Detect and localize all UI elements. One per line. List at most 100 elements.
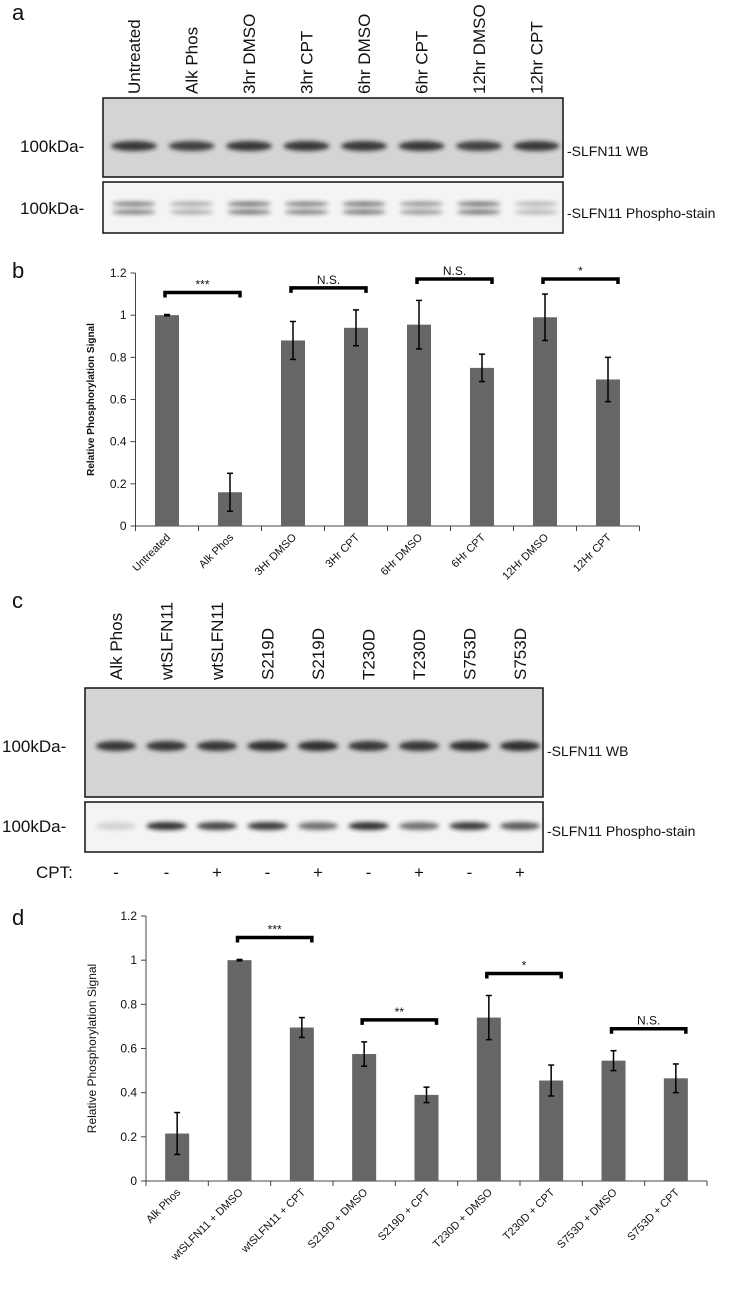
significance-label: N.S. [443, 264, 466, 278]
blot-label: -SLFN11 WB [567, 143, 648, 159]
lane-label: S753D [511, 628, 530, 680]
error-bar [479, 353, 485, 383]
error-bar [605, 356, 611, 403]
x-tick-label: 12Hr DMSO [500, 531, 551, 582]
x-tick-label: S219D + CPT [376, 1186, 433, 1243]
blot-band [297, 822, 339, 830]
lane-label: 12hr DMSO [470, 4, 489, 94]
x-tick-label: 3Hr DMSO [253, 531, 300, 578]
x-tick-label: S219D + DMSO [306, 1186, 371, 1251]
blot-band [297, 741, 339, 751]
y-tick-label: 0.2 [110, 477, 127, 491]
blot-band [111, 141, 157, 151]
blot-band [196, 741, 238, 751]
blot-band [399, 201, 444, 207]
blot-band [499, 741, 541, 751]
error-bar [236, 958, 243, 962]
significance-label: *** [268, 923, 282, 937]
blot-band [449, 822, 490, 830]
significance-label: * [522, 959, 527, 973]
lane-label: 6hr CPT [413, 31, 432, 94]
blot-label: -SLFN11 Phospho-stain [547, 823, 695, 839]
x-tick-label: Untreated [130, 532, 173, 575]
bar [663, 1078, 688, 1181]
treatment-sign: - [164, 863, 170, 882]
blot-band [247, 822, 288, 830]
bar [281, 340, 305, 526]
error-bar [353, 309, 359, 347]
blot-band [342, 209, 386, 215]
blot-label: -SLFN11 WB [547, 743, 628, 759]
blot-band [348, 741, 389, 751]
significance-bracket [360, 1018, 439, 1025]
y-tick-label: 1.2 [120, 909, 137, 923]
x-tick-label: 3Hr CPT [323, 531, 362, 570]
x-tick-label: T230D + CPT [501, 1186, 557, 1242]
blot-band [227, 209, 271, 215]
treatment-sign: - [366, 863, 372, 882]
y-tick-label: 0.8 [120, 997, 137, 1011]
blot-band [456, 141, 502, 151]
significance-label: N.S. [637, 1014, 660, 1028]
lane-label: T230D [360, 629, 379, 680]
blot-band [499, 822, 541, 830]
blot-band [247, 741, 288, 751]
error-bar [298, 1016, 305, 1039]
bar [352, 1054, 377, 1181]
treatment-sign: - [467, 863, 473, 882]
x-tick-label: 6Hr DMSO [379, 531, 426, 578]
x-tick-label: wtSLFN11 + CPT [239, 1186, 309, 1256]
blot-band [284, 201, 329, 207]
error-bar [548, 1064, 555, 1097]
error-bar [542, 293, 548, 342]
lane-label: wtSLFN11 [158, 602, 177, 681]
lane-label: Alk Phos [183, 27, 202, 94]
blot-band [398, 741, 440, 751]
lane-label: 3hr CPT [298, 31, 317, 94]
y-tick-label: 1 [120, 308, 127, 322]
y-tick-label: 1.2 [110, 266, 127, 280]
treatment-sign: - [113, 863, 119, 882]
lane-label: 3hr DMSO [240, 14, 259, 94]
error-bar [610, 1049, 617, 1072]
lane-label: Untreated [125, 19, 144, 94]
y-axis-label: Relative Phosphorylation Signal [86, 323, 97, 476]
x-tick-label: 6Hr CPT [449, 531, 488, 570]
bar [344, 327, 368, 526]
bar [407, 324, 431, 526]
significance-label: N.S. [317, 273, 340, 287]
bar [539, 1080, 564, 1181]
blot-band [168, 141, 215, 151]
significance-bracket [235, 935, 314, 943]
blot-band [341, 141, 387, 151]
blot-band [226, 141, 272, 151]
bar [533, 317, 557, 526]
bar [414, 1094, 439, 1181]
blot-label: -SLFN11 Phospho-stain [567, 205, 715, 221]
blot-background [102, 181, 564, 234]
error-bar [423, 1086, 430, 1104]
x-tick-label: S753D + DMSO [555, 1186, 620, 1251]
significance-bracket [485, 971, 563, 979]
size-marker: 100kDa- [2, 737, 66, 756]
y-tick-label: 1 [130, 953, 137, 967]
significance-bracket [609, 1026, 688, 1034]
bar [596, 379, 620, 526]
error-bar [174, 1111, 181, 1156]
y-tick-label: 0 [120, 519, 127, 533]
blot-band [169, 209, 214, 215]
treatment-sign: - [265, 863, 271, 882]
treatment-sign: + [212, 863, 222, 882]
error-bar [485, 994, 492, 1041]
lane-label: Alk Phos [107, 613, 126, 680]
blot-band [348, 822, 389, 830]
bar [470, 367, 494, 526]
blot-band [95, 822, 137, 830]
blot-band [227, 201, 271, 207]
lane-label: T230D [410, 629, 429, 680]
significance-label: ** [395, 1005, 405, 1019]
lane-label: wtSLFN11 [208, 602, 227, 681]
error-bar [672, 1063, 679, 1094]
y-axis-label: Relative Phosphorylation Signal [85, 964, 99, 1133]
blot-band [457, 201, 501, 207]
